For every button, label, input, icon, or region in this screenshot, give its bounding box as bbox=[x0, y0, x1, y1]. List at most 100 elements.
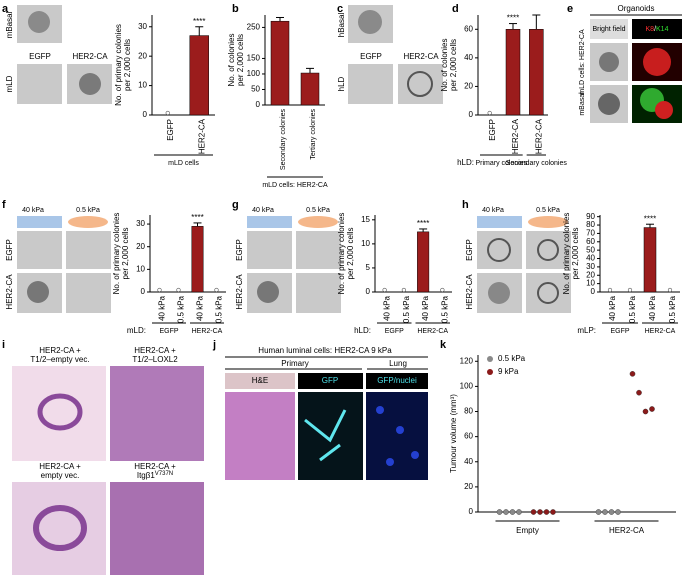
y-tick-label: 50 bbox=[586, 245, 595, 254]
x-tick-label: HER2-CA bbox=[534, 118, 543, 154]
y-tick-label: 40 bbox=[464, 53, 473, 62]
caption-text: Itgβ1 bbox=[137, 471, 155, 480]
micrograph bbox=[17, 64, 62, 104]
stain: K8 bbox=[646, 26, 655, 33]
zero-point bbox=[382, 287, 387, 293]
panel-label: e bbox=[567, 3, 573, 15]
y-tick-label: 80 bbox=[464, 407, 473, 416]
significance: **** bbox=[507, 14, 519, 23]
y-axis-label: per 2,000 cells bbox=[236, 34, 245, 86]
data-point bbox=[516, 509, 522, 515]
y-tick-label: 20 bbox=[138, 51, 147, 60]
column-label: 0.5 kPa bbox=[536, 207, 560, 214]
legend-label: 9 kPa bbox=[498, 367, 519, 376]
y-tick-label: 10 bbox=[136, 264, 145, 273]
cell bbox=[28, 11, 50, 33]
panel-label: c bbox=[337, 3, 343, 15]
bar bbox=[300, 72, 320, 106]
image-label: EGFP bbox=[29, 52, 51, 61]
image-label: hBasal bbox=[337, 13, 346, 38]
y-tick-label: 10 bbox=[586, 279, 595, 288]
y-axis-label: No. of primary colonies bbox=[337, 213, 346, 295]
x-tick-label: 40 kPa bbox=[196, 295, 205, 320]
histology bbox=[12, 482, 106, 575]
caption: T1/2–empty vec. bbox=[30, 355, 89, 364]
y-tick-label: 60 bbox=[586, 237, 595, 246]
section-label: Primary bbox=[281, 359, 309, 368]
row-label: HER2-CA bbox=[5, 274, 14, 310]
x-tick-label: HER2-CA bbox=[197, 118, 206, 154]
histology bbox=[12, 366, 106, 461]
y-tick-label: 20 bbox=[464, 82, 473, 91]
caption: T1/2–LOXL2 bbox=[132, 355, 178, 364]
image-label: hLD bbox=[337, 76, 346, 91]
column-label: 0.5 kPa bbox=[306, 207, 330, 214]
x-tick-label: 40 kPa bbox=[648, 295, 657, 320]
zero-point bbox=[440, 287, 445, 293]
caption: HER2-CA + bbox=[39, 462, 81, 471]
y-tick-label: 120 bbox=[460, 356, 474, 365]
y-tick-label: 10 bbox=[138, 81, 147, 90]
substrate-icon bbox=[477, 216, 522, 228]
data-point bbox=[615, 509, 621, 515]
duct bbox=[37, 393, 83, 431]
group-label: mLD cells bbox=[168, 160, 199, 167]
micrograph bbox=[348, 64, 393, 104]
zero-point bbox=[487, 110, 492, 116]
group-label: HER2-CA bbox=[645, 328, 676, 335]
significance: **** bbox=[417, 219, 429, 228]
y-tick-label: 5 bbox=[366, 263, 371, 272]
y-tick-label: 40 bbox=[464, 457, 473, 466]
histology bbox=[110, 482, 204, 575]
caption: HER2-CA + bbox=[134, 346, 176, 355]
row-label: HER2-CA bbox=[235, 274, 244, 310]
x-tick-label: HER2-CA bbox=[511, 118, 520, 154]
column-label: 40 kPa bbox=[22, 207, 44, 214]
duct bbox=[33, 505, 87, 551]
header-box bbox=[632, 19, 682, 39]
group-prefix: mLD: bbox=[127, 326, 146, 335]
row-label: HER2-CA bbox=[465, 274, 474, 310]
row-label: EGFP bbox=[465, 239, 474, 261]
stain: / bbox=[654, 26, 656, 33]
zero-point bbox=[667, 287, 673, 293]
row-label: mLD cells: HER2-CA bbox=[579, 29, 586, 95]
data-point bbox=[503, 509, 509, 515]
caption: Itgβ1V737N bbox=[137, 471, 173, 481]
bar bbox=[643, 227, 657, 293]
legend-marker bbox=[487, 369, 493, 375]
cell bbox=[537, 239, 559, 261]
significance: **** bbox=[193, 17, 205, 26]
row-label: mBasal bbox=[579, 92, 586, 116]
y-tick-label: 80 bbox=[586, 220, 595, 229]
group-prefix: hLD: bbox=[457, 158, 474, 167]
y-axis-label: per 2,000 cells bbox=[571, 227, 580, 279]
organoid bbox=[655, 101, 673, 119]
nucleus bbox=[376, 406, 384, 414]
data-point bbox=[629, 371, 636, 377]
row-label: EGFP bbox=[235, 239, 244, 261]
micrograph bbox=[526, 231, 571, 269]
y-axis-label: No. of primary colonies bbox=[112, 213, 121, 295]
data-point bbox=[608, 509, 615, 515]
x-tick-label: Tertiary colonies bbox=[310, 109, 317, 160]
y-tick-label: 90 bbox=[586, 212, 595, 221]
zero-point bbox=[401, 287, 406, 293]
group-label: EGFP bbox=[610, 328, 629, 335]
cell bbox=[358, 10, 382, 34]
micrograph bbox=[398, 64, 443, 104]
data-point bbox=[642, 408, 649, 415]
data-point bbox=[543, 509, 550, 515]
x-tick-label: 0.5 kPa bbox=[440, 295, 449, 323]
x-tick-label: EGFP bbox=[166, 119, 175, 141]
cell bbox=[257, 281, 279, 303]
micrograph bbox=[66, 273, 111, 313]
panel-label: h bbox=[462, 199, 469, 211]
row-label: EGFP bbox=[5, 239, 14, 261]
column-label: K8/K14 bbox=[646, 26, 669, 33]
group-label: Primary colonies bbox=[475, 160, 527, 167]
data-point bbox=[636, 389, 642, 396]
x-tick-label: 0.5 kPa bbox=[402, 295, 411, 323]
y-tick-label: 0 bbox=[366, 287, 371, 296]
